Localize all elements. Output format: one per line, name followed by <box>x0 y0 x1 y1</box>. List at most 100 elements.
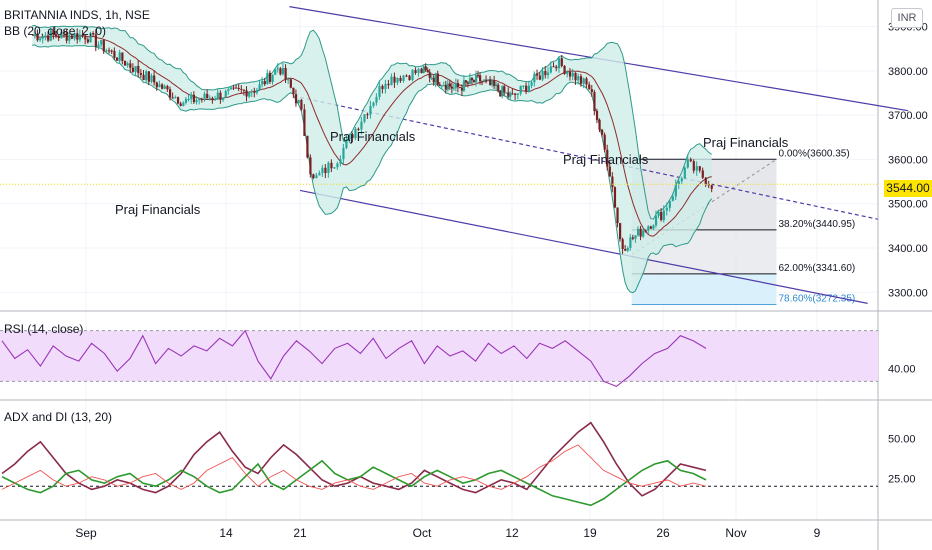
candle-body <box>636 228 640 236</box>
candle-body <box>464 80 468 83</box>
candle-body <box>110 50 113 52</box>
time-axis[interactable]: Sep 14 21 Oct 12 19 26 Nov 9 <box>75 526 820 540</box>
candle-body <box>647 226 650 231</box>
candle-body <box>52 30 55 35</box>
candle-body <box>312 174 315 178</box>
candle-body <box>677 181 680 185</box>
candle-body <box>47 35 50 41</box>
candle-body <box>485 79 488 81</box>
candle-body <box>489 79 492 86</box>
candle-body <box>660 212 663 221</box>
candle-body <box>644 230 647 232</box>
price-axis[interactable]: 3900.003800.003700.003600.003500.003400.… <box>888 22 928 300</box>
candle-body <box>671 196 674 202</box>
candlestick-series <box>0 26 878 255</box>
candle-body <box>430 77 433 79</box>
candle-body <box>547 72 550 76</box>
candle-body <box>166 86 169 90</box>
candle-body <box>232 87 235 89</box>
adx-indicator-label[interactable]: ADX and DI (13, 20) <box>4 410 113 424</box>
candle-body <box>94 34 97 47</box>
candle-body <box>49 30 52 41</box>
candle-body <box>590 89 593 92</box>
candle-body <box>525 85 528 92</box>
candle-body <box>680 178 683 182</box>
candle-body <box>357 128 360 130</box>
rsi-axis-tick: 40.00 <box>888 364 916 376</box>
candle-body <box>250 91 253 93</box>
annotation-text[interactable]: Praj Financials <box>563 152 649 167</box>
candle-body <box>366 114 369 116</box>
candle-body <box>115 57 119 61</box>
candle-body <box>626 247 629 251</box>
candle-body <box>348 134 351 140</box>
candle-body <box>153 75 156 83</box>
candle-body <box>424 66 427 71</box>
candle-body <box>271 74 274 82</box>
candle-body <box>219 92 222 100</box>
candle-body <box>274 69 277 75</box>
candle-body <box>557 58 561 69</box>
candle-body <box>588 84 591 90</box>
fib-zone-62-78 <box>631 273 777 305</box>
candle-body <box>668 201 671 208</box>
candle-body <box>568 71 572 77</box>
candle-body <box>187 99 190 101</box>
candle-body <box>261 81 264 85</box>
candle-body <box>417 68 420 74</box>
candle-body <box>113 50 116 58</box>
fib-level-label: 38.20%(3440.95) <box>779 219 856 230</box>
candle-body <box>710 185 713 189</box>
time-axis-tick: Sep <box>75 526 97 540</box>
candle-body <box>621 239 624 250</box>
candle-body <box>303 109 306 136</box>
candle-body <box>536 73 539 76</box>
candle-body <box>369 106 372 115</box>
candle-body <box>393 76 396 83</box>
bb-upper-band <box>32 24 712 220</box>
candle-body <box>339 159 342 164</box>
candle-body <box>434 73 437 83</box>
candle-body <box>57 36 60 39</box>
candle-body <box>70 35 74 39</box>
candle-body <box>533 73 536 83</box>
candle-body <box>606 149 609 167</box>
candle-body <box>585 78 588 85</box>
time-axis-tick: 19 <box>583 526 597 540</box>
candle-body <box>505 92 508 94</box>
candle-body <box>634 235 637 239</box>
candle-body <box>444 85 447 90</box>
candle-body <box>683 167 686 179</box>
candle-body <box>511 93 514 95</box>
bb-indicator-label[interactable]: BB (20, close, 2, 0) <box>4 24 107 38</box>
adx-series-plusdi <box>1 459 707 507</box>
annotation-text[interactable]: Praj Financials <box>330 129 416 144</box>
annotation-text[interactable]: Praj Financials <box>115 202 201 217</box>
rsi-pane: 40.00 <box>0 329 916 388</box>
candle-body <box>432 77 435 83</box>
annotation-text[interactable]: Praj Financials <box>703 135 789 150</box>
candle-body <box>493 80 496 87</box>
candle-body <box>198 99 201 101</box>
candle-body <box>147 71 150 82</box>
candle-body <box>321 167 324 174</box>
candle-body <box>686 159 689 168</box>
time-axis-tick: Nov <box>725 526 746 540</box>
candle-body <box>593 91 596 111</box>
rsi-indicator-label[interactable]: RSI (14, close) <box>4 322 84 336</box>
candle-body <box>92 33 95 35</box>
currency-badge[interactable]: INR <box>891 8 923 28</box>
candle-body <box>442 85 445 87</box>
candle-body <box>336 163 339 168</box>
candle-body <box>171 97 174 99</box>
candle-body <box>289 79 292 88</box>
candle-body <box>134 65 137 72</box>
candle-body <box>483 79 486 82</box>
candle-body <box>105 50 108 52</box>
candle-body <box>408 75 411 80</box>
candle-body <box>563 65 566 75</box>
candle-body <box>624 249 627 251</box>
candle-body <box>216 92 219 100</box>
candle-body <box>276 68 279 70</box>
